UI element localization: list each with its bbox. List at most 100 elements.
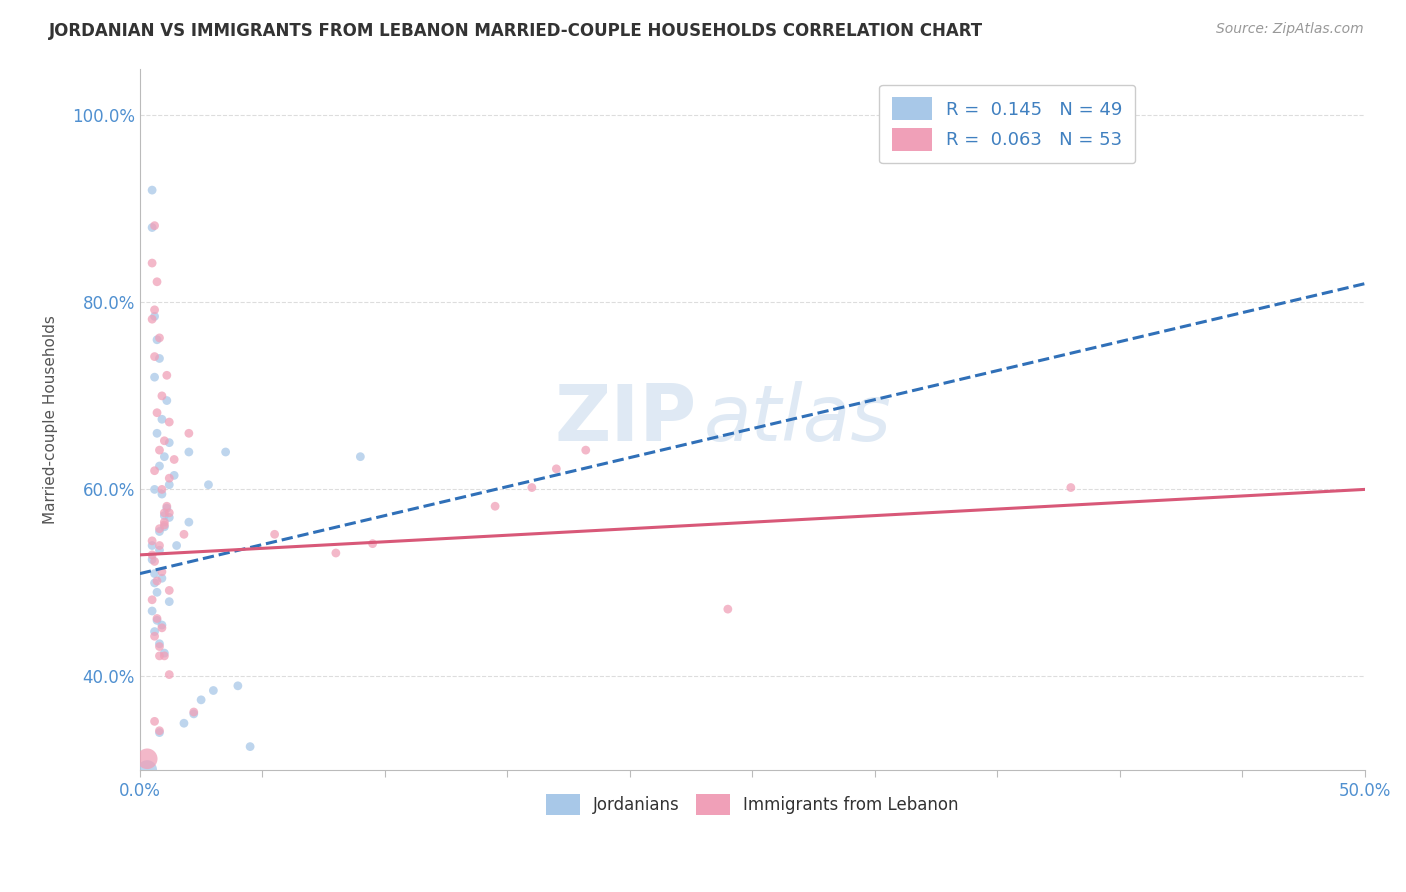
Point bbox=[153, 434, 176, 448]
Point bbox=[143, 464, 166, 478]
Text: ZIP: ZIP bbox=[555, 381, 697, 458]
Point bbox=[143, 483, 166, 497]
Point bbox=[177, 445, 200, 459]
Text: Source: ZipAtlas.com: Source: ZipAtlas.com bbox=[1216, 22, 1364, 37]
Point bbox=[173, 527, 195, 541]
Text: atlas: atlas bbox=[703, 381, 891, 458]
Point bbox=[141, 548, 163, 562]
Point bbox=[148, 443, 170, 458]
Point bbox=[520, 481, 543, 495]
Point bbox=[157, 583, 180, 598]
Point bbox=[148, 331, 170, 345]
Point bbox=[157, 667, 180, 681]
Point bbox=[148, 351, 170, 366]
Point bbox=[141, 533, 163, 548]
Point bbox=[183, 706, 205, 721]
Point bbox=[153, 648, 176, 663]
Point bbox=[148, 539, 170, 553]
Point bbox=[148, 458, 170, 473]
Point bbox=[150, 571, 173, 585]
Point bbox=[143, 310, 166, 324]
Point bbox=[146, 275, 169, 289]
Point bbox=[143, 302, 166, 317]
Point bbox=[197, 477, 219, 491]
Point bbox=[150, 412, 173, 426]
Point bbox=[153, 520, 176, 534]
Point bbox=[153, 506, 176, 520]
Point bbox=[148, 723, 170, 738]
Point bbox=[141, 539, 163, 553]
Point bbox=[202, 683, 225, 698]
Point bbox=[157, 471, 180, 485]
Point bbox=[143, 350, 166, 364]
Point bbox=[183, 705, 205, 719]
Point bbox=[156, 368, 179, 383]
Point bbox=[146, 585, 169, 599]
Point bbox=[148, 524, 170, 539]
Point bbox=[148, 522, 170, 536]
Point bbox=[150, 487, 173, 501]
Point bbox=[153, 646, 176, 660]
Point bbox=[325, 546, 347, 560]
Point bbox=[156, 500, 179, 514]
Point bbox=[263, 527, 285, 541]
Point bbox=[239, 739, 262, 754]
Point bbox=[163, 468, 186, 483]
Point bbox=[148, 725, 170, 739]
Point bbox=[150, 618, 173, 632]
Point bbox=[157, 435, 180, 450]
Point bbox=[153, 450, 176, 464]
Point bbox=[1060, 481, 1083, 495]
Point bbox=[143, 554, 166, 568]
Point bbox=[163, 452, 186, 467]
Point bbox=[157, 594, 180, 608]
Point bbox=[141, 312, 163, 326]
Point bbox=[214, 445, 236, 459]
Point bbox=[141, 220, 163, 235]
Legend: Jordanians, Immigrants from Lebanon: Jordanians, Immigrants from Lebanon bbox=[536, 784, 969, 825]
Point bbox=[156, 393, 179, 408]
Point bbox=[143, 629, 166, 643]
Point bbox=[141, 552, 163, 566]
Point bbox=[484, 500, 506, 514]
Point bbox=[148, 640, 170, 654]
Point bbox=[166, 539, 188, 553]
Point bbox=[361, 536, 384, 550]
Point bbox=[153, 508, 176, 523]
Point bbox=[157, 510, 180, 524]
Point bbox=[143, 624, 166, 639]
Point bbox=[717, 602, 740, 616]
Point bbox=[143, 566, 166, 581]
Point bbox=[136, 752, 159, 766]
Point bbox=[153, 515, 176, 529]
Point bbox=[146, 333, 169, 347]
Point bbox=[146, 613, 169, 627]
Point bbox=[150, 621, 173, 635]
Point bbox=[150, 565, 173, 579]
Point bbox=[146, 574, 169, 588]
Point bbox=[177, 426, 200, 441]
Point bbox=[150, 389, 173, 403]
Point bbox=[190, 693, 212, 707]
Point bbox=[143, 370, 166, 384]
Point bbox=[157, 415, 180, 429]
Point bbox=[141, 592, 163, 607]
Point bbox=[575, 443, 598, 458]
Point bbox=[148, 637, 170, 651]
Point bbox=[143, 219, 166, 233]
Point bbox=[173, 716, 195, 731]
Point bbox=[177, 515, 200, 529]
Point bbox=[143, 714, 166, 729]
Point bbox=[226, 679, 249, 693]
Point bbox=[141, 604, 163, 618]
Point bbox=[150, 483, 173, 497]
Point bbox=[156, 501, 179, 516]
Point bbox=[136, 763, 159, 777]
Y-axis label: Married-couple Households: Married-couple Households bbox=[44, 315, 58, 524]
Point bbox=[349, 450, 371, 464]
Point bbox=[146, 426, 169, 441]
Point bbox=[146, 611, 169, 625]
Point bbox=[148, 648, 170, 663]
Point bbox=[141, 183, 163, 197]
Point bbox=[148, 543, 170, 558]
